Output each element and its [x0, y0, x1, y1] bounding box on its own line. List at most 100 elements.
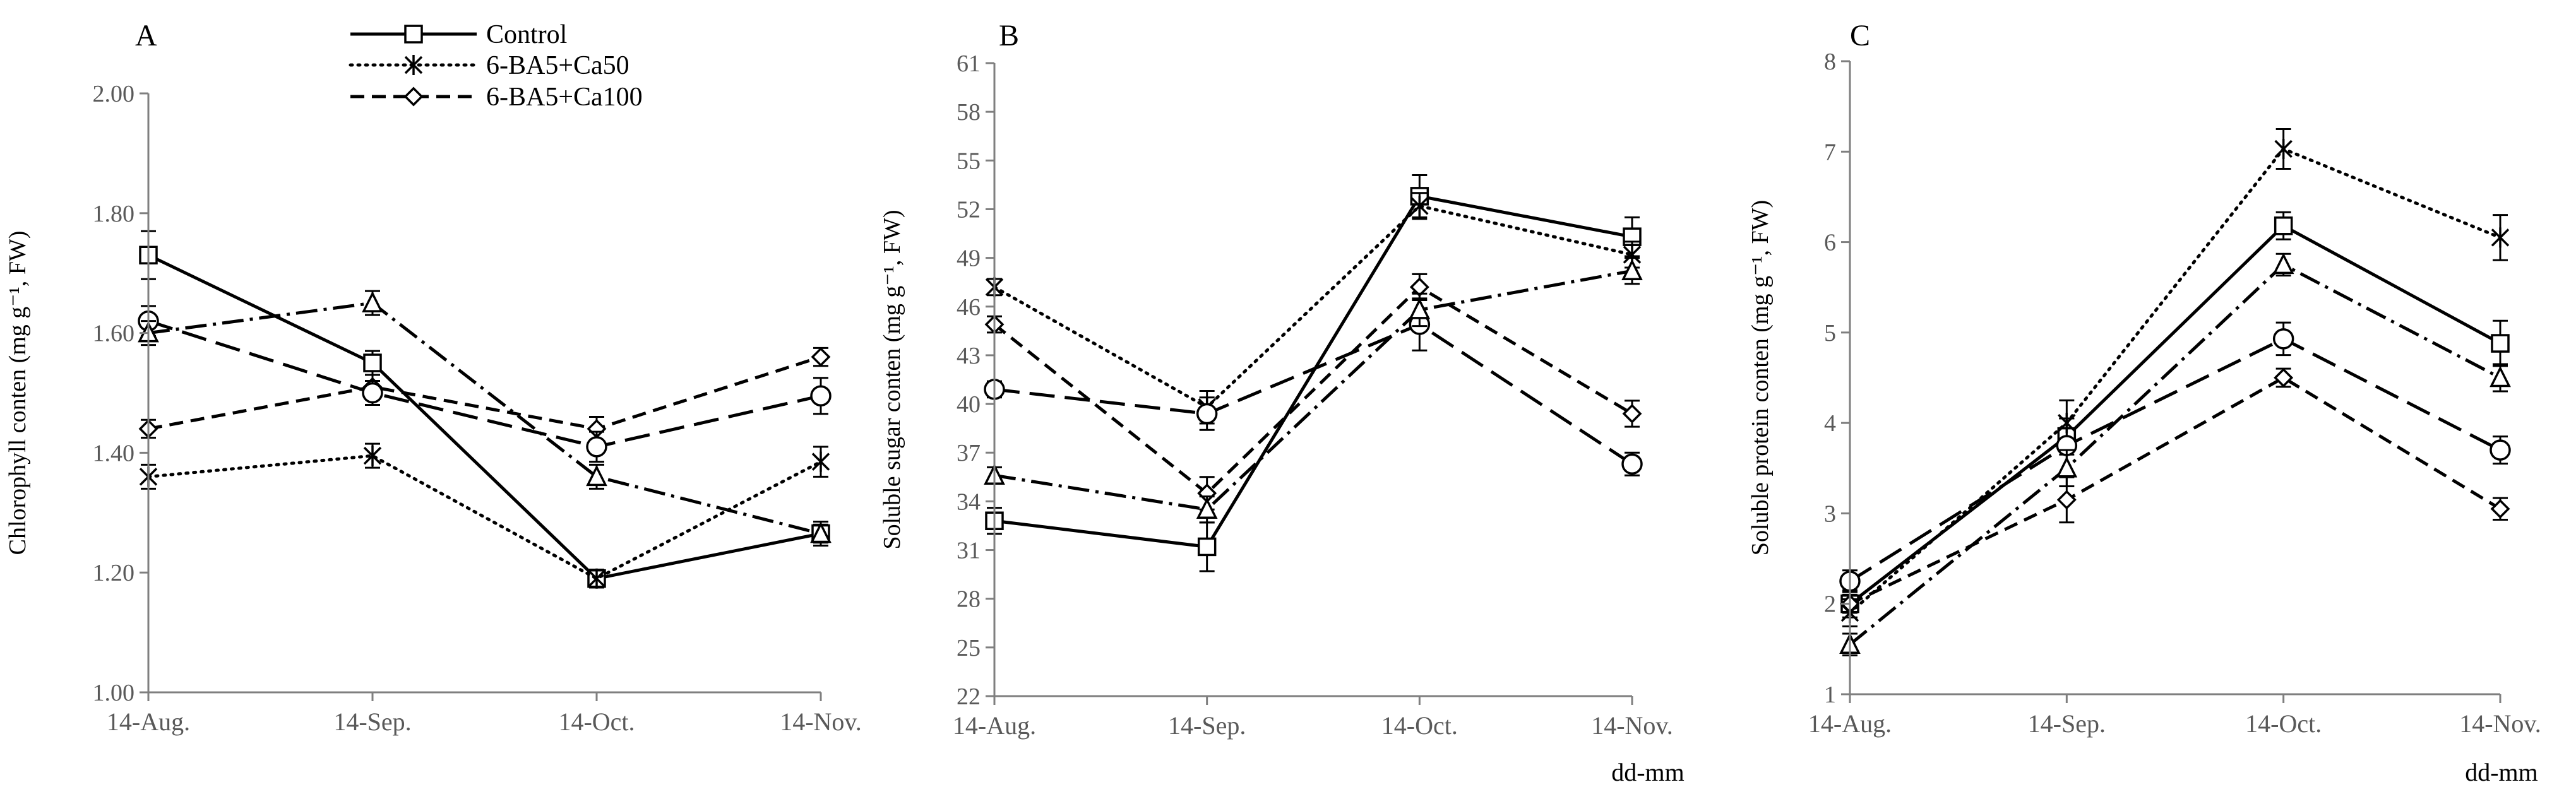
panel-a-series-2: [139, 442, 830, 589]
panel-b-series-2-point: [1410, 196, 1429, 216]
panel-b-y-tick-label: 28: [957, 586, 981, 613]
legend-item-control: Control: [350, 20, 567, 49]
panel-b-y-tick-label: 34: [957, 488, 981, 515]
panel-b-series-5-point: [1409, 297, 1431, 319]
panel-a-series-5-point: [586, 465, 607, 487]
legend-square-icon: [404, 25, 423, 44]
panel-c-y-axis-label: Soluble protein conten (mg g⁻¹, FW): [1747, 200, 1774, 555]
panel-b-series-5-line: [994, 269, 1633, 511]
panel-c-series-5: [1839, 252, 2511, 656]
panel-a-y-tick-label: 1.00: [93, 680, 135, 706]
panel-c-series-3-point: [2056, 490, 2077, 510]
panel-c-series-5-line: [1849, 263, 2501, 646]
panel-c-y-tick-label: 2: [1824, 591, 1836, 618]
panel-a-series-2-line: [146, 454, 823, 581]
panel-b-series-5-point: [1196, 497, 1218, 519]
panel-c-series-3-point: [2490, 499, 2510, 519]
panel-b-y-tick-label: 49: [957, 246, 981, 272]
panel-c-series-4-point: [2490, 439, 2511, 461]
panel-b-series-2-line: [993, 204, 1634, 410]
panel-b-x-tick-label: 14-Oct.: [1381, 711, 1458, 740]
panel-a-x-tick-label: 14-Oct.: [558, 707, 635, 736]
legend-item-ca100: 6-BA5+Ca100: [350, 83, 643, 112]
legend-label-control: Control: [486, 20, 567, 49]
panel-b-series-3-line: [993, 285, 1633, 495]
legend-marker: [403, 86, 424, 107]
panel-b-y-tick-label: 37: [957, 440, 981, 466]
legend-marker: [404, 55, 423, 75]
panel-b-series-5: [984, 257, 1643, 524]
panel-c-y-tick-label: 7: [1824, 139, 1836, 165]
panel-b-y-tick-label: 22: [957, 684, 981, 710]
panel-b-y-tick-label: 31: [957, 538, 981, 564]
panel-b-y-tick-label: 46: [957, 294, 981, 321]
panel-c-series-1-point: [2491, 334, 2510, 353]
panel-a-x-tick-label: 14-Sep.: [333, 707, 411, 736]
panel-a-series-3-point: [811, 347, 831, 367]
panel-b-series-5-point: [1621, 259, 1643, 280]
panel-a-series-1-line: [147, 253, 821, 581]
panel-b-letter: B: [999, 19, 1019, 52]
panel-b: B 22 25 28 31 34 37 40 43 46 49 52 55 58 61 14-Aug. 14-…: [879, 19, 1685, 786]
legend-label-ca50: 6-BA5+Ca50: [486, 51, 629, 80]
panel-a-y-tick-label: 2.00: [93, 81, 135, 107]
panel-b-y-tick-label: 61: [957, 50, 981, 77]
panel-a-series-4-point: [810, 385, 832, 406]
panel-b-x-tick-label: 14-Sep.: [1168, 711, 1246, 740]
legend-diamond-icon: [403, 86, 424, 107]
panel-b-series-4-point: [1196, 403, 1218, 425]
panel-c-x-axis-label: dd-mm: [2465, 758, 2538, 786]
panel-a-letter: A: [135, 19, 157, 52]
legend-star-icon: [404, 55, 423, 75]
panel-a-x-tick-label: 14-Nov.: [780, 707, 862, 736]
panel-c-x-tick-label: 14-Sep.: [2028, 709, 2106, 738]
panel-c-y-tick-label: 3: [1824, 500, 1836, 527]
panel-b-y-tick-label: 52: [957, 196, 981, 223]
panel-a-series-4-line: [148, 319, 821, 449]
panel-c-series-4-point: [2272, 328, 2294, 350]
panel-b-y-axis-label: Soluble sugar conten (mg g⁻¹, FW): [879, 210, 905, 549]
panel-a-y-tick-label: 1.20: [93, 560, 135, 586]
panel-c-series-2-point: [2491, 227, 2510, 248]
panel-c-y-tick-label: 6: [1824, 230, 1836, 256]
panel-c-x-tick-label: 14-Aug.: [1808, 709, 1892, 738]
panel-a-series-2-point: [811, 451, 830, 472]
panel-a-y-tick-label: 1.60: [93, 321, 135, 347]
panel-a-x-tick-label: 14-Aug.: [107, 707, 190, 736]
panel-c-series-5-point: [2056, 456, 2078, 478]
panel-b-y-tick-label: 58: [957, 99, 981, 126]
panel-b-y-tick-label: 25: [957, 635, 981, 661]
panel-a-y-tick-label: 1.40: [93, 440, 135, 466]
legend: Control 6-BA5+Ca50 6-BA5+Ca100: [349, 20, 643, 112]
panel-a-y-tick-label: 1.80: [93, 201, 135, 227]
panel-b-series-4-point: [1621, 453, 1643, 475]
panel-c-x-tick-label: 14-Nov.: [2459, 709, 2541, 738]
panel-c-y-tick-label: 5: [1824, 320, 1836, 346]
panel-b-series-4: [984, 297, 1643, 476]
panel-a-series-5-line: [148, 301, 821, 535]
panel-c-series-3-point: [2274, 368, 2294, 388]
panel-a-series-4-point: [362, 382, 383, 404]
panel-c-series-1-line: [1849, 223, 2501, 605]
panel-c-y-tick-label: 8: [1824, 49, 1836, 75]
panel-a-series-2-point: [363, 446, 382, 466]
legend-label-ca100: 6-BA5+Ca100: [486, 83, 643, 112]
legend-marker: [404, 25, 423, 44]
legend-item-ca50: 6-BA5+Ca50: [349, 51, 629, 80]
panel-b-x-tick-label: 14-Nov.: [1591, 711, 1673, 740]
panel-b-y-tick-label: 43: [957, 343, 981, 369]
panel-c-series-2-line: [1848, 146, 2502, 615]
panel-b-series-3: [984, 273, 1642, 511]
panel-c-series-5-point: [2272, 252, 2294, 275]
panel-b-x-tick-label: 14-Aug.: [953, 711, 1036, 740]
panel-c-x-tick-label: 14-Oct.: [2245, 709, 2322, 738]
panel-a-series-2-point: [587, 568, 606, 589]
panel-c-series-4-line: [1849, 337, 2501, 583]
panel-c-series-3-line: [1849, 376, 2501, 605]
panel-c-letter: C: [1850, 19, 1870, 52]
panel-a-series-4-point: [586, 436, 607, 458]
panel-b-x-axis-label: dd-mm: [1611, 758, 1685, 786]
panel-a-series-3-line: [148, 355, 821, 431]
